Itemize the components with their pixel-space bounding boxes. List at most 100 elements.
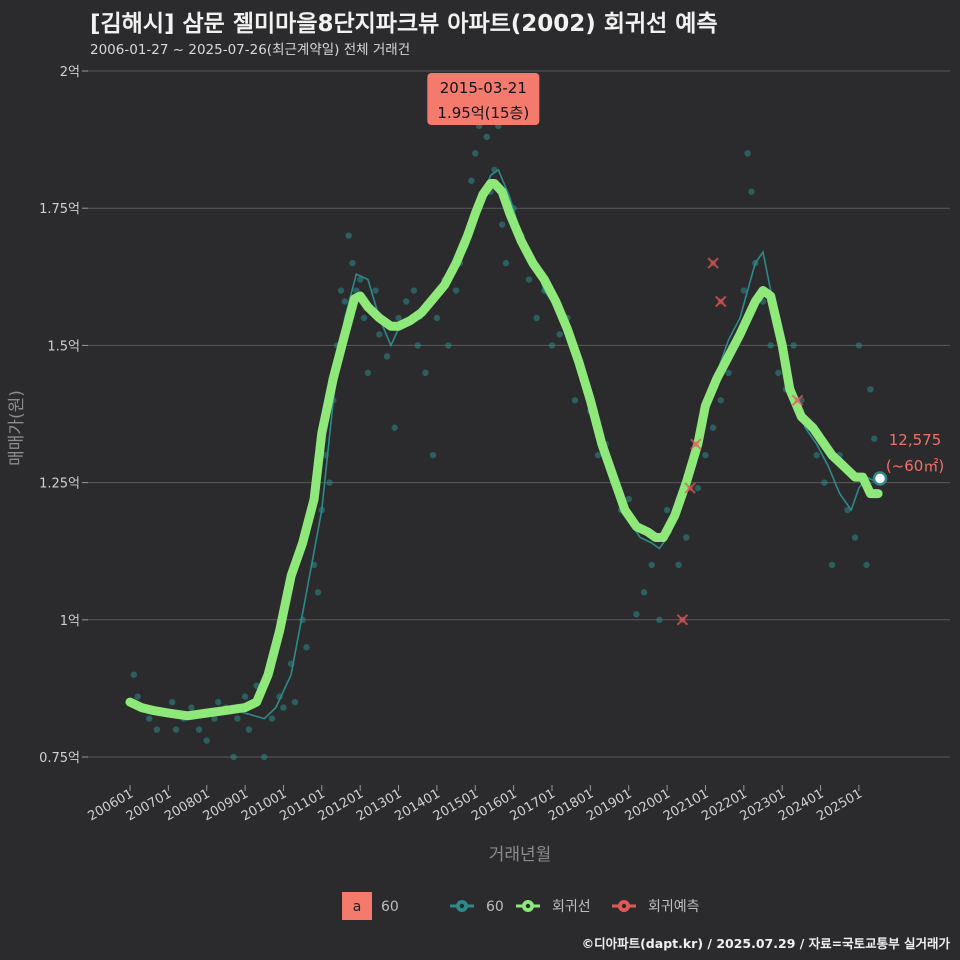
legend-key-center — [459, 903, 465, 909]
y-tick-label: 2억 — [60, 65, 80, 80]
legend-label-prediction: 회귀예측 — [648, 899, 700, 915]
prediction-marker — [684, 482, 696, 494]
trade-point — [625, 495, 632, 503]
trade-point — [211, 715, 218, 722]
trade-point — [410, 287, 418, 294]
trade-point — [241, 693, 249, 700]
trade-point — [813, 451, 820, 459]
trade-point — [717, 397, 724, 404]
prediction-marker — [715, 295, 727, 308]
trade-point — [215, 698, 222, 706]
trade-point — [694, 484, 701, 492]
trade-point — [767, 342, 774, 349]
trade-point — [356, 276, 364, 283]
trade-point — [633, 611, 640, 618]
prediction-marker — [707, 257, 719, 269]
trade-point — [498, 221, 506, 228]
prediction-dot — [692, 441, 699, 448]
trade-point — [867, 386, 874, 393]
prediction-dot — [794, 397, 801, 404]
trade-point — [422, 369, 429, 377]
trade-point — [195, 726, 203, 733]
trade-point — [775, 369, 782, 377]
trade-point — [188, 704, 195, 711]
trade-point — [683, 534, 690, 541]
prediction-marker — [690, 438, 702, 450]
trade-point — [702, 451, 709, 459]
trade-point — [268, 715, 276, 722]
legend: a 60 60 회귀선 회귀예측 — [342, 892, 700, 920]
trade-point — [383, 353, 391, 360]
trade-point — [675, 561, 682, 569]
trade-point — [548, 342, 556, 349]
x-axis-title: 거래년월 — [489, 845, 552, 865]
trade-point — [502, 259, 510, 267]
trade-point — [640, 589, 648, 596]
trade-point — [483, 133, 490, 141]
legend-badge — [342, 892, 372, 920]
trade-point — [168, 698, 176, 706]
trade-point — [828, 561, 836, 569]
trade-point — [533, 314, 540, 322]
chart-subtitle: 2006-01-27 ~ 2025-07-26(최근계약일) 전체 거래건 — [90, 42, 411, 58]
trade-point — [364, 369, 372, 377]
trade-point — [280, 704, 287, 711]
prediction-markers — [676, 257, 804, 626]
trade-point — [790, 342, 797, 349]
prediction-dot — [717, 298, 724, 305]
trade-point — [468, 177, 475, 184]
trade-point — [725, 369, 732, 377]
last-point-area: (~60㎡) — [886, 457, 944, 475]
y-gridlines — [82, 70, 950, 758]
trade-point — [863, 561, 870, 569]
series-lines — [125, 168, 883, 721]
trade-point — [153, 726, 161, 733]
trade-point — [130, 671, 138, 678]
prediction-marker — [791, 394, 804, 406]
trade-point — [433, 314, 441, 322]
max-annotation: 2015-03-21 1.95억(15층) — [427, 73, 540, 125]
trade-point — [341, 298, 349, 305]
trade-point — [326, 479, 333, 486]
trade-point — [134, 693, 141, 700]
prediction-dot — [687, 485, 694, 492]
last-point-price: 12,575 — [889, 431, 942, 449]
x-tick-labels: 2006012007012008012009012010012011012012… — [86, 785, 865, 824]
trade-point — [403, 298, 410, 305]
legend-label-trades: 60 — [486, 899, 504, 915]
trade-point — [821, 479, 828, 486]
y-tick-label: 1.5억 — [47, 339, 80, 354]
y-tick-label: 0.75억 — [39, 751, 80, 766]
trade-point — [871, 435, 878, 442]
y-tick-labels: 0.75억 1억 1.25억 1.5억 1.75억 2억 — [39, 65, 80, 766]
trade-point — [360, 314, 368, 322]
trade-point — [261, 753, 268, 761]
legend-badge-letter: a — [353, 899, 362, 915]
trade-point — [571, 397, 579, 404]
trade-point — [656, 616, 663, 623]
trade-point — [452, 287, 460, 294]
trade-point — [376, 331, 383, 338]
legend-badge-label: 60 — [381, 899, 399, 915]
trade-point — [245, 726, 253, 733]
prediction-dot — [710, 260, 717, 267]
trade-point — [203, 737, 210, 744]
last-point: 12,575 (~60㎡) — [872, 431, 944, 486]
legend-key-center — [525, 903, 531, 909]
trade-point — [391, 424, 398, 431]
annotation-price: 1.95억(15층) — [437, 104, 529, 122]
trade-point — [372, 287, 379, 294]
annotation-box — [427, 73, 540, 125]
trade-point — [844, 506, 851, 514]
trade-point — [145, 715, 153, 722]
trade-point — [349, 259, 356, 267]
prediction-dot — [679, 616, 686, 623]
y-tick-label: 1.25억 — [39, 477, 80, 492]
trade-point — [414, 342, 421, 349]
trade-point — [291, 698, 299, 706]
trade-point — [303, 644, 310, 651]
trade-point — [748, 188, 755, 195]
trade-point — [314, 589, 322, 596]
trade-point — [663, 506, 671, 514]
trade-points — [130, 95, 878, 761]
